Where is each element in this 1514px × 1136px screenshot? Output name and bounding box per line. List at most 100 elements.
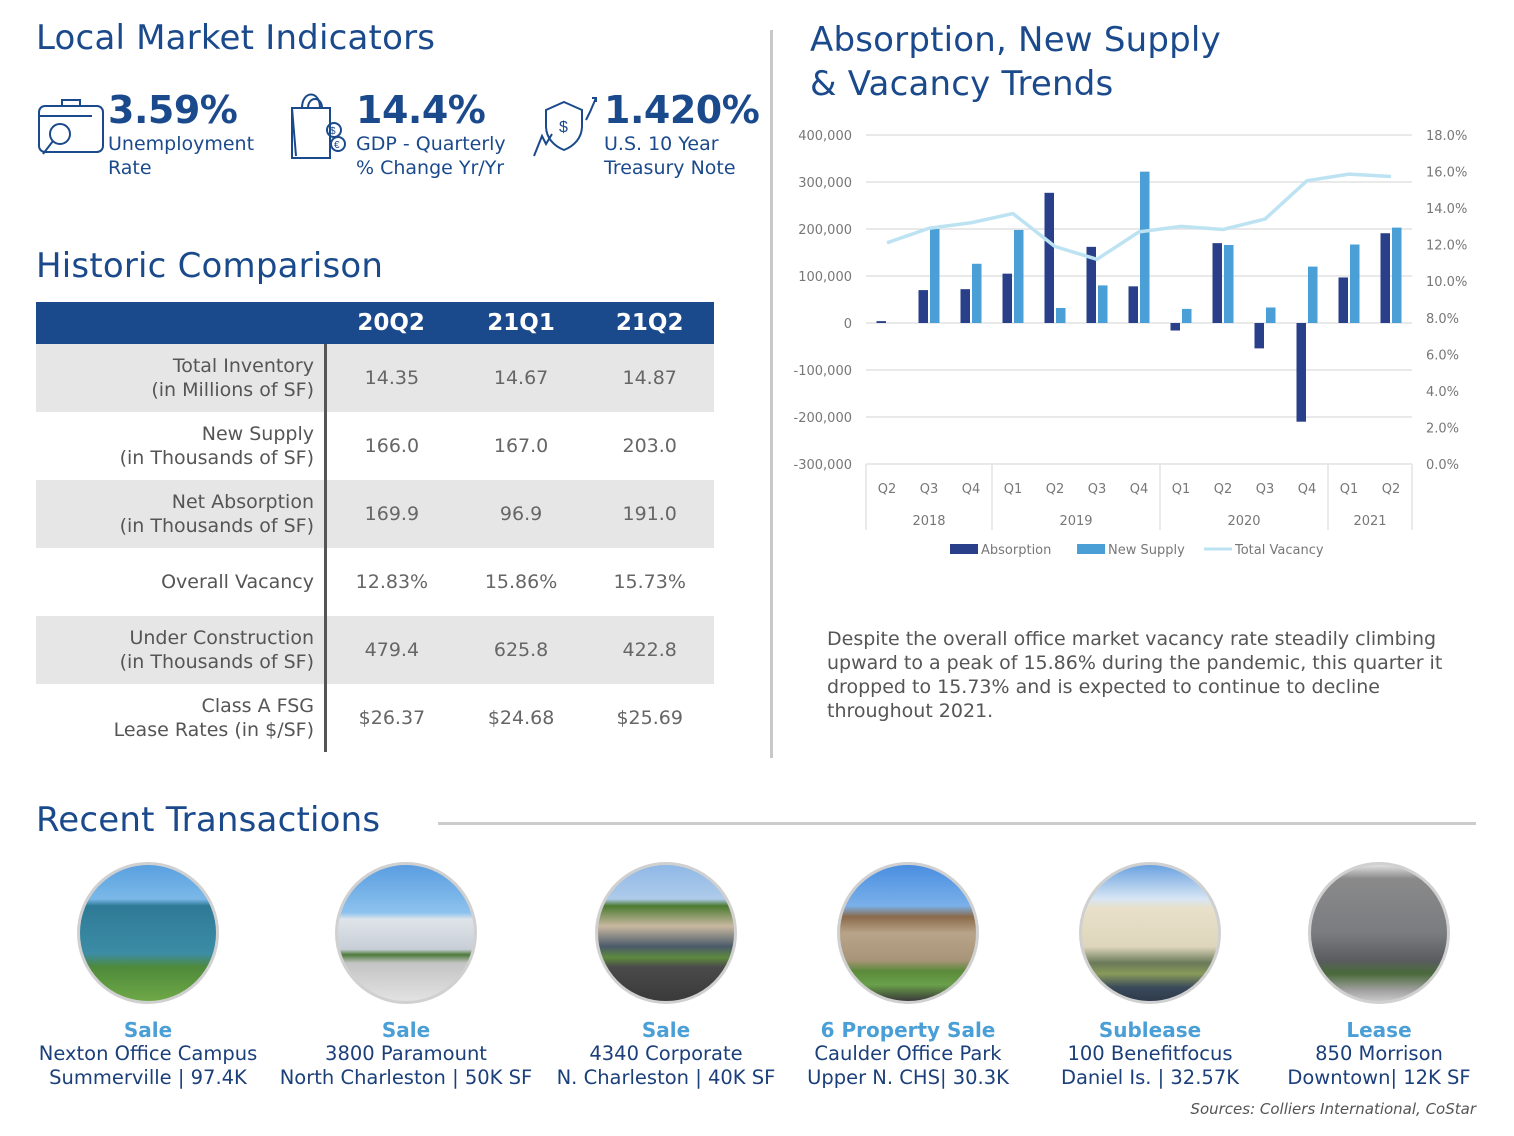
indicator-gdp: $ € 14.4% GDP - Quarterly % Change Yr/Yr <box>288 88 506 180</box>
y-right-tick-label: 2.0% <box>1426 421 1459 436</box>
absorption-bar <box>1002 273 1012 323</box>
vertical-divider <box>770 30 773 758</box>
x-tick-label: Q2 <box>1214 482 1233 497</box>
transaction-card: Sale 3800 Paramount North Charleston | 5… <box>276 862 536 1090</box>
transaction-location: Upper N. CHS| 30.3K <box>807 1066 1009 1089</box>
absorption-bar <box>1296 323 1306 422</box>
sources-note: Sources: Colliers International, CoStar <box>1190 1100 1476 1118</box>
absorption-bar <box>960 289 970 323</box>
legend-label: New Supply <box>1108 543 1185 558</box>
historic-comparison-heading: Historic Comparison <box>36 246 384 286</box>
y-right-tick-label: 6.0% <box>1426 348 1459 363</box>
transaction-card: Sublease 100 Benefitfocus Daniel Is. | 3… <box>1020 862 1280 1090</box>
transaction-location: North Charleston | 50K SF <box>279 1066 533 1089</box>
svg-text:€: € <box>334 140 340 151</box>
unemployment-label-1: Unemployment <box>108 133 255 155</box>
unemployment-label-2: Rate <box>108 157 152 179</box>
transaction-property: Nexton Office Campus <box>38 1042 258 1065</box>
table-row: Net Absorption (in Thousands of SF) 169.9… <box>36 480 714 548</box>
new-supply-bar <box>1098 285 1108 323</box>
historic-comparison-table: 20Q2 21Q1 21Q2 Total Inventory (in Millio… <box>36 302 714 752</box>
transaction-property: Caulder Office Park <box>814 1042 1002 1065</box>
row-label: New Supply (in Thousands of SF) <box>36 412 327 480</box>
y-right-tick-label: 10.0% <box>1426 275 1467 290</box>
new-supply-bar <box>1308 266 1318 323</box>
absorption-bar <box>1128 286 1138 323</box>
x-tick-label: Q4 <box>962 482 981 497</box>
table-header-col: 20Q2 <box>325 302 457 344</box>
transaction-card: Sale 4340 Corporate N. Charleston | 40K … <box>536 862 796 1090</box>
transaction-location: N. Charleston | 40K SF <box>556 1066 776 1089</box>
transaction-type: 6 Property Sale <box>820 1018 996 1042</box>
row-label: Class A FSG Lease Rates (in $/SF) <box>36 684 327 752</box>
x-tick-label: Q4 <box>1298 482 1317 497</box>
transaction-card: Lease 850 Morrison Downtown| 12K SF <box>1249 862 1509 1090</box>
table-row: New Supply (in Thousands of SF) 166.0 167… <box>36 412 714 480</box>
y-right-tick-label: 0.0% <box>1426 458 1459 473</box>
svg-text:$: $ <box>330 126 336 137</box>
unemployment-value: 3.59% <box>108 88 238 132</box>
table-cell: $24.68 <box>487 707 555 729</box>
transaction-location: Downtown| 12K SF <box>1287 1066 1471 1089</box>
property-photo-icon <box>837 862 979 1004</box>
local-market-indicators-heading: Local Market Indicators <box>36 18 436 58</box>
table-cell: $25.69 <box>616 707 683 729</box>
table-cell: $26.37 <box>358 707 426 729</box>
absorption-bar <box>918 290 928 323</box>
absorption-chart: 400,000 300,000 200,000 100,000 0 -100,000 -20… <box>780 120 1500 580</box>
y-left-tick-label: 0 <box>844 317 852 332</box>
table-header-col: 21Q2 <box>585 302 714 344</box>
table-header-blank <box>36 302 326 344</box>
treasury-label-1: U.S. 10 Year <box>604 133 719 155</box>
total-vacancy-line <box>886 172 1392 262</box>
gdp-label-1: GDP - Quarterly <box>356 133 506 155</box>
absorption-bar <box>1044 192 1054 323</box>
new-supply-bar <box>972 263 982 323</box>
new-supply-bar <box>1392 227 1402 323</box>
x-tick-label: Q4 <box>1130 482 1149 497</box>
x-tick-label: Q2 <box>1382 482 1401 497</box>
y-left-tick-label: -300,000 <box>794 458 852 473</box>
transaction-card: Sale Nexton Office Campus Summerville | … <box>18 862 278 1090</box>
table-cell: 169.9 <box>325 480 457 548</box>
y-right-tick-label: 18.0% <box>1426 129 1467 144</box>
y-left-tick-label: 400,000 <box>798 129 852 144</box>
new-supply-bar <box>930 229 940 323</box>
table-header-row: 20Q2 21Q1 21Q2 <box>36 302 714 344</box>
y-left-tick-label: 200,000 <box>798 223 852 238</box>
x-group-label: 2020 <box>1227 514 1260 529</box>
legend-swatch <box>950 544 978 554</box>
table-cell: 167.0 <box>493 435 549 457</box>
gdp-value: 14.4% <box>356 88 486 132</box>
table-cell: 422.8 <box>585 616 714 684</box>
y-right-tick-label: 8.0% <box>1426 312 1459 327</box>
transaction-property: 100 Benefitfocus <box>1067 1042 1233 1065</box>
y-right-tick-label: 16.0% <box>1426 166 1467 181</box>
y-right-tick-label: 4.0% <box>1426 385 1459 400</box>
y-left-tick-label: -200,000 <box>794 411 852 426</box>
recent-transactions-heading: Recent Transactions <box>36 800 381 840</box>
property-photo-icon <box>335 862 477 1004</box>
x-tick-label: Q1 <box>1340 482 1359 497</box>
legend-swatch <box>1077 544 1105 554</box>
table-cell: 14.87 <box>585 344 714 412</box>
table-row: Class A FSG Lease Rates (in $/SF) $26.37 … <box>36 684 714 752</box>
y-left-tick-label: 100,000 <box>798 270 852 285</box>
indicator-treasury: $ 1.420% U.S. 10 Year Treasury Note <box>532 88 760 180</box>
transaction-property: 3800 Paramount <box>325 1042 487 1065</box>
y-left-tick-label: -100,000 <box>794 364 852 379</box>
svg-text:$: $ <box>559 119 568 136</box>
absorption-bar <box>1380 233 1390 323</box>
shield-dollar-trend-icon: $ <box>533 97 597 157</box>
transaction-type: Lease <box>1346 1018 1412 1042</box>
table-cell: 96.9 <box>456 480 586 548</box>
x-tick-label: Q3 <box>1088 482 1107 497</box>
table-cell: 14.35 <box>325 344 457 412</box>
new-supply-bar <box>1056 307 1066 323</box>
absorption-bar <box>876 321 886 323</box>
new-supply-bar <box>1350 244 1360 323</box>
transaction-type: Sublease <box>1098 1018 1202 1042</box>
absorption-trends-heading: Absorption, New Supply & Vacancy Trends <box>810 20 1221 104</box>
table-cell: 625.8 <box>456 616 586 684</box>
x-group-label: 2018 <box>912 514 945 529</box>
